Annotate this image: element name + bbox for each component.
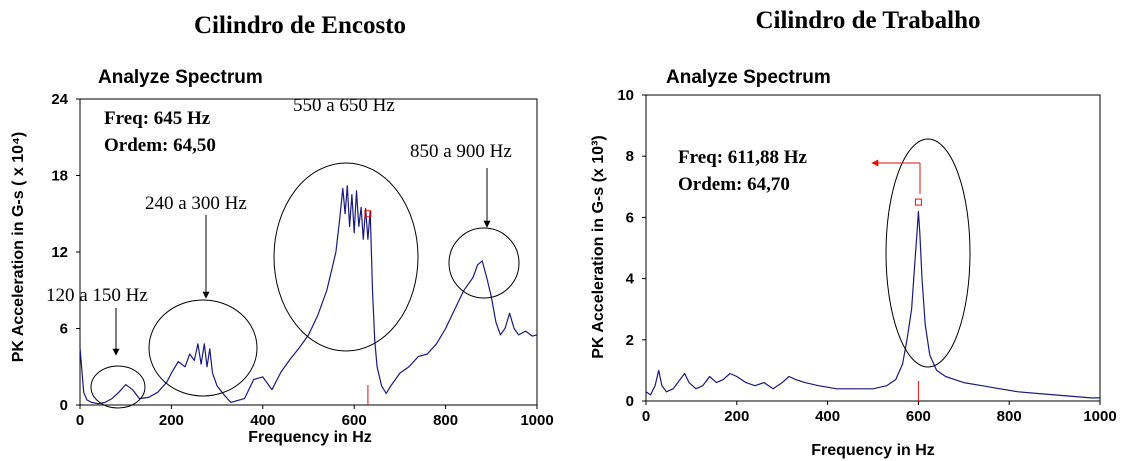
left-x-tick-label: 0: [76, 412, 84, 429]
annotation-550-650: 550 a 650 Hz: [293, 95, 395, 116]
right-y-tick-label: 0: [626, 393, 634, 410]
right-spectrum-line: [646, 211, 1100, 398]
left-y-axis-label: PK Acceleration in G-s ( x 10⁴): [10, 132, 27, 363]
left-y-tick-label: 24: [51, 91, 68, 108]
left-info-freq: Freq: 645 Hz: [104, 108, 211, 129]
highlight-ellipse-850-900: [449, 228, 519, 298]
highlight-ellipse-120-150: [91, 366, 145, 408]
right-y-tick-label: 10: [617, 87, 634, 104]
right-y-tick-label: 4: [626, 271, 635, 288]
right-plot-area: 0 200 400 600 800 1000 0 2 4 6 8 10: [617, 87, 1116, 425]
right-x-tick-label: 0: [642, 408, 650, 425]
highlight-ellipse-550-650: [274, 163, 418, 351]
left-y-tick-label: 18: [51, 168, 68, 185]
right-cursor-marker: [915, 199, 921, 205]
right-y-tick-label: 2: [626, 332, 634, 349]
highlight-ellipse-240-300: [149, 300, 257, 396]
right-chart-subtitle: Analyze Spectrum: [666, 67, 831, 88]
annotation-240-300: 240 a 300 Hz: [145, 193, 247, 214]
left-y-tick-label: 12: [51, 244, 68, 261]
left-y-tick-label: 6: [60, 321, 68, 338]
left-x-tick-label: 600: [342, 412, 367, 429]
right-y-tick-label: 6: [626, 209, 634, 226]
highlight-ellipse-peak: [886, 139, 970, 367]
left-y-tick-label: 0: [60, 397, 68, 414]
right-x-tick-label: 200: [724, 408, 749, 425]
right-y-axis-label: PK Acceleration in G-s (x 10³): [590, 135, 607, 358]
right-x-axis-label: Frequency in Hz: [811, 442, 935, 459]
annotation-120-150: 120 a 150 Hz: [46, 285, 148, 306]
right-x-tick-label: 600: [906, 408, 931, 425]
left-info-ordem: Ordem: 64,50: [104, 135, 216, 156]
left-x-tick-label: 200: [159, 412, 184, 429]
right-plot-frame: [646, 95, 1100, 401]
left-x-tick-label: 800: [433, 412, 458, 429]
left-x-tick-label: 1000: [520, 412, 553, 429]
right-chart-title: Cilindro de Trabalho: [755, 7, 980, 34]
right-x-tick-label: 1000: [1083, 408, 1116, 425]
right-info-ordem: Ordem: 64,70: [678, 174, 790, 195]
left-chart-title: Cilindro de Encosto: [194, 12, 406, 39]
right-y-tick-label: 8: [626, 148, 634, 165]
right-x-tick-label: 800: [997, 408, 1022, 425]
annotation-850-900: 850 a 900 Hz: [410, 141, 512, 162]
left-x-axis-label: Frequency in Hz: [248, 429, 372, 446]
left-chart-subtitle: Analyze Spectrum: [98, 67, 263, 88]
right-x-tick-label: 400: [815, 408, 840, 425]
right-info-freq: Freq: 611,88 Hz: [678, 147, 808, 168]
left-x-tick-label: 400: [250, 412, 275, 429]
